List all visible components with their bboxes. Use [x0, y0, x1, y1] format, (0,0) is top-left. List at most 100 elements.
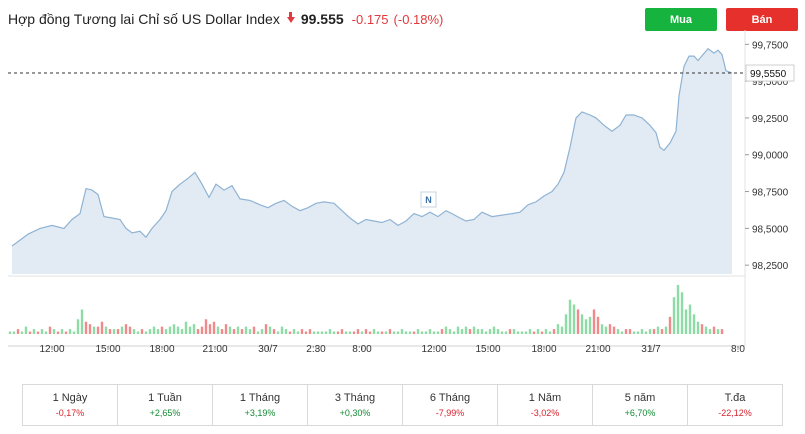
period-cell[interactable]: 3 Tháng +0,30%	[308, 385, 403, 425]
x-tick-label: 15:00	[95, 344, 120, 355]
volume-bar	[200, 326, 204, 334]
volume-bar	[60, 329, 64, 334]
volume-bar	[592, 309, 596, 334]
period-label: 1 Ngày	[52, 392, 88, 404]
volume-bar	[56, 331, 60, 334]
volume-bar	[620, 331, 624, 334]
volume-bar	[608, 324, 612, 334]
current-price-label: 99,5550	[750, 69, 787, 80]
period-cell[interactable]: 1 Năm -3,02%	[498, 385, 593, 425]
volume-bar	[272, 329, 276, 334]
period-cell[interactable]: 6 Tháng -7,99%	[403, 385, 498, 425]
period-cell[interactable]: 1 Tháng +3,19%	[213, 385, 308, 425]
volume-bar	[488, 329, 492, 334]
volume-bar	[588, 316, 592, 334]
volume-bar	[116, 329, 120, 334]
volume-bar	[676, 284, 680, 334]
volume-bar	[296, 331, 300, 334]
period-cell[interactable]: 1 Tuần +2,65%	[118, 385, 213, 425]
volume-bar	[456, 326, 460, 334]
volume-bar	[20, 331, 24, 334]
volume-bar	[604, 326, 608, 334]
volume-bar	[664, 326, 668, 334]
volume-bar	[600, 324, 604, 334]
volume-bar	[616, 329, 620, 334]
volume-bar	[16, 329, 20, 334]
volume-bar	[440, 329, 444, 334]
news-marker: N	[420, 191, 437, 208]
volume-bar	[88, 324, 92, 334]
volume-bar	[248, 329, 252, 334]
period-cell[interactable]: 1 Ngày -0,17%	[23, 385, 118, 425]
x-tick-label: 18:00	[149, 344, 174, 355]
volume-bar	[348, 331, 352, 334]
y-tick-label: 99,2500	[752, 114, 789, 125]
volume-bar	[468, 329, 472, 334]
sell-button[interactable]: Bán	[726, 8, 798, 31]
performance-table: 1 Ngày -0,17% 1 Tuần +2,65% 1 Tháng +3,19% 3 T…	[22, 384, 783, 426]
volume-bar	[380, 331, 384, 334]
period-cell[interactable]: T.đa -22,12%	[688, 385, 782, 425]
volume-bar	[236, 326, 240, 334]
volume-bar	[288, 331, 292, 334]
volume-bar	[124, 324, 128, 334]
volume-bar	[716, 329, 720, 334]
volume-bar	[256, 331, 260, 334]
volume-bar	[612, 326, 616, 334]
volume-bar	[24, 326, 28, 334]
volume-bar	[244, 326, 248, 334]
volume-bar	[360, 331, 364, 334]
volume-bar	[636, 331, 640, 334]
volume-bar	[148, 329, 152, 334]
volume-bars	[8, 284, 724, 334]
volume-bar	[552, 329, 556, 334]
period-label: 1 Tuần	[148, 392, 182, 404]
volume-bar	[196, 329, 200, 334]
price-change: -0.175	[351, 11, 389, 27]
period-cell[interactable]: 5 năm +6,70%	[593, 385, 688, 425]
volume-bar	[64, 331, 68, 334]
volume-bar	[168, 326, 172, 334]
x-tick-label: 18:00	[531, 344, 556, 355]
volume-bar	[52, 329, 56, 334]
volume-bar	[688, 304, 692, 334]
y-tick-label: 98,2500	[752, 261, 789, 272]
volume-bar	[628, 329, 632, 334]
volume-bar	[136, 331, 140, 334]
buy-button[interactable]: Mua	[645, 8, 717, 31]
volume-bar	[472, 326, 476, 334]
volume-bar	[332, 331, 336, 334]
price-chart[interactable]: Investing.com 99,750099,500099,250099,00…	[0, 30, 805, 355]
volume-bar	[92, 326, 96, 334]
x-axis: 12:00 15:00 18:00 21:00 30/7 2:30 8:00 12:00 15:…	[39, 344, 745, 355]
volume-bar	[336, 331, 340, 334]
volume-bar	[460, 329, 464, 334]
volume-bar	[176, 326, 180, 334]
volume-bar	[492, 326, 496, 334]
volume-bar	[172, 324, 176, 334]
x-tick-label: 21:00	[202, 344, 227, 355]
volume-bar	[320, 331, 324, 334]
volume-bar	[100, 321, 104, 334]
volume-bar	[684, 309, 688, 334]
down-arrow-icon	[286, 12, 295, 23]
volume-bar	[120, 326, 124, 334]
volume-bar	[84, 321, 88, 334]
volume-bar	[144, 331, 148, 334]
volume-bar	[32, 329, 36, 334]
volume-bar	[696, 321, 700, 334]
x-tick-label: 31/7	[641, 344, 661, 355]
x-tick-label: 12:00	[421, 344, 446, 355]
volume-bar	[324, 331, 328, 334]
volume-bar	[8, 331, 12, 334]
volume-bar	[500, 331, 504, 334]
volume-bar	[108, 329, 112, 334]
y-tick-label: 99,7500	[752, 40, 789, 51]
volume-bar	[708, 329, 712, 334]
period-label: 3 Tháng	[334, 392, 376, 404]
volume-bar	[556, 324, 560, 334]
volume-bar	[364, 329, 368, 334]
volume-bar	[480, 329, 484, 334]
x-tick-label: 2:30	[306, 344, 326, 355]
volume-bar	[528, 329, 532, 334]
